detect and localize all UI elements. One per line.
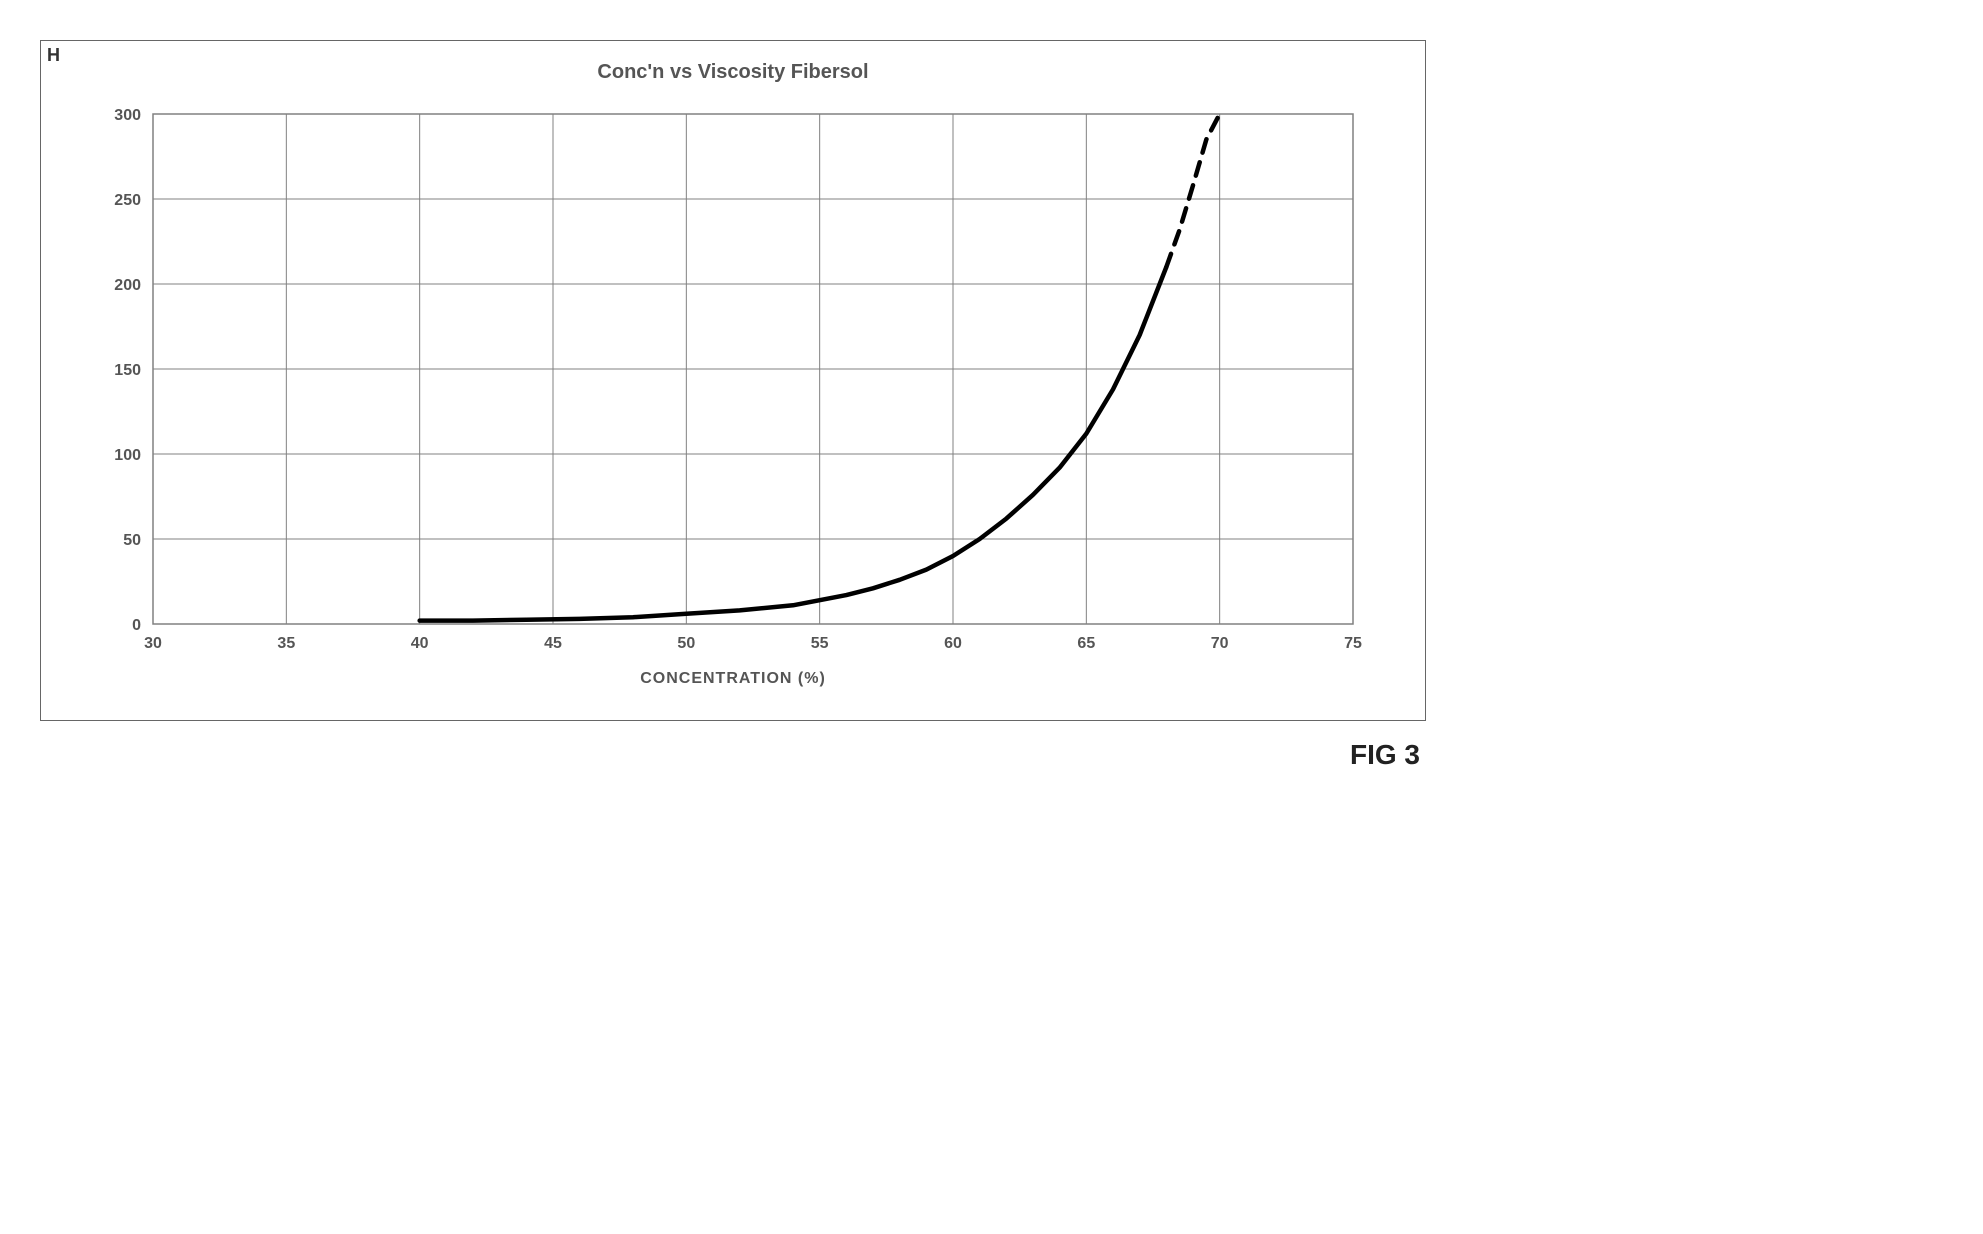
svg-text:300: 300 <box>114 107 141 124</box>
chart-wrap: Conc'n vs Viscosity Fibersol 30 35 40 45 50 5… <box>43 43 1423 718</box>
svg-text:0: 0 <box>132 617 141 634</box>
svg-text:100: 100 <box>114 447 141 464</box>
svg-text:50: 50 <box>123 532 141 549</box>
figure-label: FIG 3 <box>40 739 1420 771</box>
panel-label: H <box>47 45 60 66</box>
svg-text:200: 200 <box>114 277 141 294</box>
svg-text:50: 50 <box>677 635 695 652</box>
svg-text:55: 55 <box>811 635 829 652</box>
svg-text:30: 30 <box>144 635 162 652</box>
svg-text:35: 35 <box>277 635 295 652</box>
svg-text:40: 40 <box>411 635 429 652</box>
svg-text:45: 45 <box>544 635 562 652</box>
chart-panel: H Conc'n vs Viscosity Fibersol 30 35 40 45 5… <box>40 40 1426 721</box>
chart-title: Conc'n vs Viscosity Fibersol <box>73 61 1393 84</box>
x-axis-label: CONCENTRATION (%) <box>73 670 1393 688</box>
svg-text:60: 60 <box>944 635 962 652</box>
svg-text:70: 70 <box>1211 635 1229 652</box>
svg-text:65: 65 <box>1077 635 1095 652</box>
svg-text:150: 150 <box>114 362 141 379</box>
svg-text:75: 75 <box>1344 635 1362 652</box>
chart-svg: 30 35 40 45 50 55 60 65 70 75 0 50 100 150 200 250 300 <box>93 104 1373 664</box>
svg-text:250: 250 <box>114 192 141 209</box>
